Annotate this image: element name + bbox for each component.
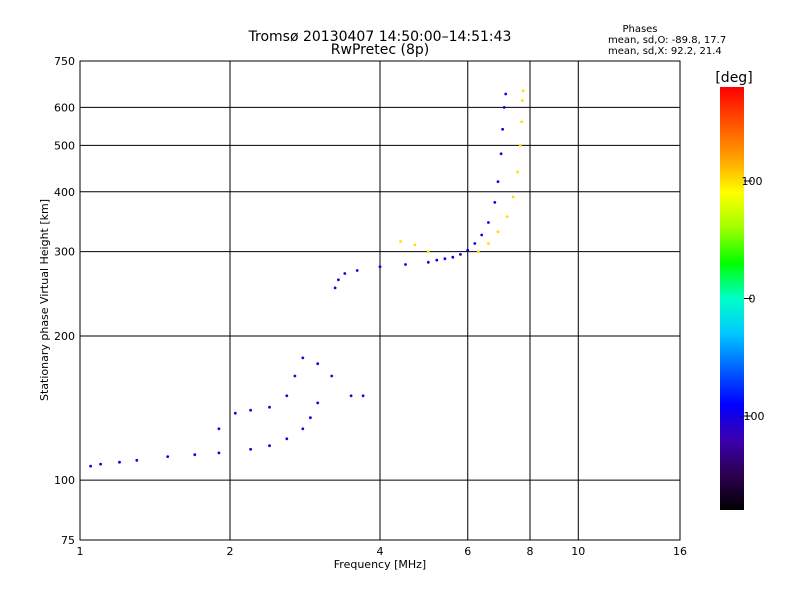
- data-point: [378, 265, 382, 269]
- data-point: [361, 394, 365, 398]
- data-point: [504, 92, 508, 96]
- data-point: [355, 269, 359, 272]
- phases-mean-o: mean, sd,O: -89.8, 17.7: [608, 35, 726, 46]
- data-point: [399, 240, 402, 243]
- data-point: [496, 230, 500, 234]
- x-axis-label: Frequency [MHz]: [334, 558, 426, 571]
- data-point: [118, 460, 121, 464]
- y-tick-label: 100: [54, 474, 75, 487]
- x-tick-label: 1: [77, 545, 84, 558]
- data-point: [521, 89, 525, 93]
- colorbar-ticks: 100 0 -100: [740, 175, 765, 423]
- data-point: [516, 170, 519, 174]
- data-point: [480, 233, 484, 237]
- y-axis-label: Stationary phase Virtual Height [km]: [38, 199, 51, 401]
- y-tick-label: 300: [54, 246, 75, 259]
- data-point: [166, 455, 170, 458]
- data-point: [487, 221, 490, 224]
- y-tick-label: 75: [61, 534, 75, 547]
- data-point: [135, 458, 139, 462]
- data-point: [499, 152, 503, 156]
- y-tick-label: 500: [54, 139, 75, 152]
- data-point: [496, 180, 500, 184]
- data-point: [459, 253, 462, 256]
- colorbar: [720, 87, 744, 510]
- y-tick-label: 750: [54, 55, 75, 68]
- chart-title: Tromsø 20130407 14:50:00–14:51:43: [248, 29, 512, 45]
- data-point: [493, 201, 497, 204]
- data-point: [301, 356, 305, 360]
- x-tick-label: 2: [227, 545, 234, 558]
- x-tick-label: 10: [571, 545, 585, 558]
- data-point: [333, 286, 337, 290]
- data-point: [89, 464, 92, 468]
- data-point: [349, 394, 353, 398]
- phases-mean-x: mean, sd,X: 92.2, 21.4: [608, 46, 722, 57]
- data-point: [501, 127, 504, 131]
- data-point: [502, 106, 506, 109]
- data-point: [413, 243, 417, 247]
- x-tick-label: 4: [377, 545, 384, 558]
- colorbar-tick-label: 100: [742, 175, 763, 188]
- data-point: [487, 242, 490, 245]
- data-point: [268, 444, 271, 448]
- data-point: [426, 260, 430, 264]
- y-tick-label: 200: [54, 330, 75, 343]
- data-point: [249, 408, 253, 412]
- data-point: [316, 362, 320, 366]
- data-points: [89, 89, 525, 468]
- data-point: [285, 394, 289, 398]
- data-point: [217, 427, 221, 431]
- data-point: [316, 401, 320, 405]
- data-point: [520, 120, 524, 124]
- y-tick-label: 400: [54, 186, 75, 199]
- plot-frame: [79, 60, 681, 541]
- data-point: [309, 416, 312, 420]
- colorbar-tick-label: 0: [749, 293, 756, 306]
- data-point: [473, 242, 477, 245]
- data-point: [293, 374, 297, 378]
- data-point: [217, 451, 221, 455]
- data-point: [505, 215, 509, 219]
- x-tick-labels: 1 2 4 6 8 10 16: [77, 545, 688, 558]
- colorbar-label: [deg]: [715, 70, 752, 86]
- data-point: [337, 278, 340, 282]
- data-point: [511, 195, 515, 199]
- data-point: [404, 263, 407, 266]
- data-point: [476, 250, 480, 254]
- y-tick-labels: 75 100 200 300 400 500 600 750: [54, 55, 75, 547]
- data-point: [466, 248, 470, 252]
- data-point: [518, 143, 522, 147]
- data-point: [435, 258, 439, 262]
- phases-heading: Phases: [622, 24, 657, 35]
- x-tick-label: 6: [464, 545, 471, 558]
- data-point: [249, 447, 253, 451]
- data-point: [330, 374, 334, 378]
- data-point: [426, 250, 430, 254]
- y-tick-label: 600: [54, 101, 75, 114]
- colorbar-tick-label: -100: [740, 410, 765, 423]
- chart-subtitle: RwPretec (8p): [331, 42, 429, 58]
- data-point: [285, 437, 289, 441]
- data-point: [443, 257, 447, 261]
- x-tick-label: 16: [673, 545, 687, 558]
- data-point: [343, 272, 347, 275]
- data-point: [99, 462, 102, 466]
- data-point: [193, 453, 197, 457]
- data-point: [301, 427, 305, 431]
- data-point: [451, 255, 455, 259]
- grid-lines: [80, 61, 680, 540]
- data-point: [268, 405, 271, 409]
- data-point: [233, 411, 237, 415]
- x-tick-label: 8: [527, 545, 534, 558]
- data-point: [520, 99, 524, 102]
